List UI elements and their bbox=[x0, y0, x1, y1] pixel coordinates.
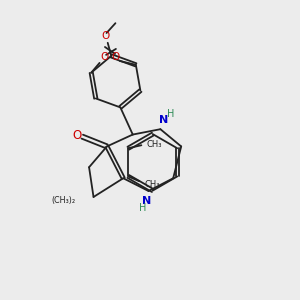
Text: (CH₃)₂: (CH₃)₂ bbox=[51, 196, 75, 205]
Text: CH₃: CH₃ bbox=[147, 140, 162, 149]
Text: CH₃: CH₃ bbox=[145, 180, 160, 189]
Text: H: H bbox=[140, 203, 147, 213]
Text: N: N bbox=[159, 115, 168, 125]
Text: O: O bbox=[100, 52, 108, 62]
Text: O: O bbox=[102, 31, 110, 41]
Text: O: O bbox=[72, 129, 82, 142]
Text: O: O bbox=[111, 52, 119, 61]
Text: H: H bbox=[167, 109, 175, 119]
Text: N: N bbox=[142, 196, 152, 206]
